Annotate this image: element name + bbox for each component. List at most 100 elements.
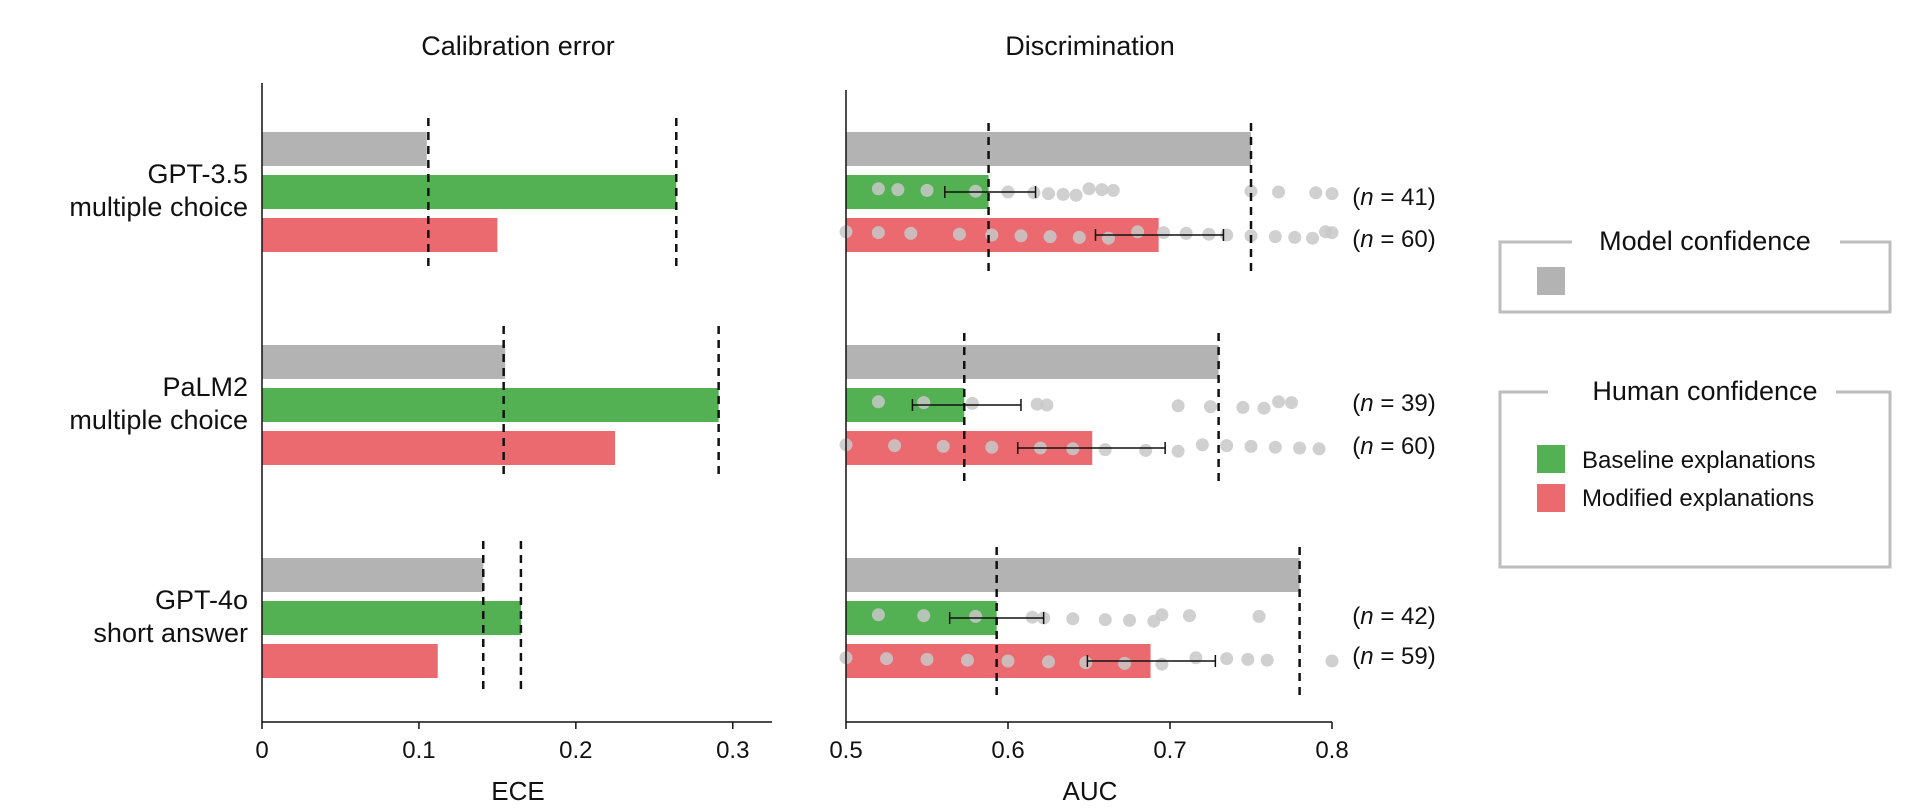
data-point-palm2-modified-explanations [985,440,999,454]
data-point-palm2-baseline-explanations [1257,401,1271,415]
data-point-gpt35-baseline-explanations [1325,187,1339,201]
x-tick-label: 0 [255,737,268,764]
data-point-gpt35-baseline-explanations [1042,187,1055,201]
bar-model-confidence-palm2 [846,345,1219,379]
data-point-gpt35-modified-explanations [1268,230,1282,244]
data-point-gpt35-baseline-explanations [1082,182,1096,196]
data-point-gpt4o-modified-explanations [961,653,974,667]
category-label-gpt35-line1: GPT-3.5 [147,159,248,189]
bar-modified-explanations-palm2 [262,431,616,465]
data-point-gpt4o-baseline-explanations [917,609,931,623]
data-point-gpt35-baseline-explanations [871,182,885,196]
bar-model-confidence-gpt35 [262,132,427,166]
data-point-gpt4o-modified-explanations [1155,657,1169,671]
data-point-palm2-baseline-explanations [1272,395,1286,409]
data-point-gpt4o-baseline-explanations [1252,609,1266,623]
data-point-gpt35-modified-explanations [904,226,918,240]
x-tick-label: 0.7 [1153,737,1186,764]
sample-size-label: (n = 39) [1352,390,1435,417]
bar-model-confidence-gpt4o [846,558,1300,592]
data-point-palm2-baseline-explanations [871,395,885,409]
data-point-gpt4o-baseline-explanations [1066,612,1080,626]
bar-baseline-explanations-gpt4o [262,601,521,635]
discrimination-panel: Discrimination AUC 0.5 0.6 0.7 0.8 (n = 41) (… [829,31,1435,806]
data-point-palm2-modified-explanations [888,439,902,453]
data-point-palm2-modified-explanations [936,439,950,453]
data-point-gpt4o-baseline-explanations [871,608,885,622]
data-point-palm2-modified-explanations [1195,438,1209,452]
sample-size-label: (n = 42) [1352,603,1435,630]
data-point-gpt35-modified-explanations [952,227,966,241]
sample-size-label: (n = 60) [1352,226,1435,253]
data-point-gpt35-modified-explanations [1043,230,1057,244]
data-point-gpt35-baseline-explanations [1106,183,1120,197]
data-point-palm2-modified-explanations [1312,442,1326,456]
bar-model-confidence-palm2 [262,345,506,379]
bar-modified-explanations-gpt4o [262,644,438,678]
category-label-gpt4o-line2: short answer [93,618,248,648]
data-point-palm2-modified-explanations [1244,439,1258,453]
data-point-gpt35-modified-explanations [985,228,999,242]
human-legend-box [1498,390,1892,569]
data-point-gpt4o-modified-explanations [1260,653,1274,667]
data-point-palm2-modified-explanations [1098,443,1112,457]
category-label-palm2-line2: multiple choice [69,405,248,435]
data-point-palm2-baseline-explanations [1030,397,1044,411]
data-point-palm2-baseline-explanations [1040,398,1054,412]
data-point-gpt4o-baseline-explanations [1025,610,1039,624]
data-point-palm2-baseline-explanations [1204,400,1217,414]
x-tick-label: 0.8 [1315,737,1348,764]
data-point-gpt35-modified-explanations [1101,231,1115,245]
data-point-gpt35-modified-explanations [1179,226,1193,240]
legend: Model confidence Human confidence Baseli… [1498,226,1892,569]
category-label-palm2-line1: PaLM2 [162,372,248,402]
x-tick-label: 0.2 [559,737,592,764]
data-point-gpt4o-baseline-explanations [1098,613,1112,627]
data-point-gpt4o-modified-explanations [1189,651,1203,665]
data-point-palm2-modified-explanations [1171,444,1185,458]
sample-size-label: (n = 60) [1352,433,1435,460]
data-point-gpt4o-baseline-explanations [1182,609,1196,623]
data-point-palm2-modified-explanations [1139,443,1153,457]
data-point-gpt4o-modified-explanations [1001,654,1015,668]
data-point-palm2-modified-explanations [1066,442,1080,456]
data-point-gpt4o-modified-explanations [1241,652,1255,666]
bar-baseline-explanations-gpt35 [262,175,677,209]
data-point-gpt35-baseline-explanations [1069,188,1083,202]
data-point-gpt35-baseline-explanations [1309,186,1323,200]
bar-model-confidence-gpt35 [846,132,1251,166]
model-legend-title: Model confidence [1599,226,1811,256]
data-point-palm2-modified-explanations [1293,441,1307,455]
data-point-gpt4o-modified-explanations [1220,652,1234,666]
data-point-gpt35-baseline-explanations [1095,183,1109,197]
data-point-gpt35-modified-explanations [1202,227,1216,241]
ece-axis-label: ECE [491,776,544,806]
discrimination-title: Discrimination [1005,31,1175,61]
data-point-palm2-baseline-explanations [1285,396,1298,410]
data-point-gpt35-modified-explanations [1131,225,1145,239]
data-point-gpt35-baseline-explanations [1027,186,1041,200]
data-point-palm2-modified-explanations [1220,439,1234,453]
modified-legend-label: Modified explanations [1582,485,1814,512]
model-legend-title-bg [1572,226,1840,258]
data-point-gpt35-baseline-explanations [1056,187,1070,201]
data-point-gpt4o-modified-explanations [1079,656,1093,670]
data-point-gpt4o-modified-explanations [1118,656,1132,670]
bar-model-confidence-gpt4o [262,558,484,592]
data-point-gpt4o-modified-explanations [1042,655,1055,669]
data-point-gpt35-baseline-explanations [1272,185,1286,199]
x-tick-label: 0.6 [991,737,1024,764]
baseline-legend-label: Baseline explanations [1582,447,1816,474]
x-tick-label: 0.1 [402,737,435,764]
auc-axis-label: AUC [1063,776,1118,806]
category-label-gpt35-line2: multiple choice [69,192,248,222]
data-point-gpt4o-modified-explanations [1325,654,1339,668]
data-point-gpt4o-baseline-explanations [1123,613,1136,627]
human-legend-title: Human confidence [1592,376,1817,406]
data-point-gpt35-baseline-explanations [969,184,983,198]
data-point-palm2-baseline-explanations [965,396,979,410]
baseline-legend-swatch [1537,445,1565,473]
calibration-title: Calibration error [421,31,615,61]
data-point-gpt4o-modified-explanations [880,652,893,666]
